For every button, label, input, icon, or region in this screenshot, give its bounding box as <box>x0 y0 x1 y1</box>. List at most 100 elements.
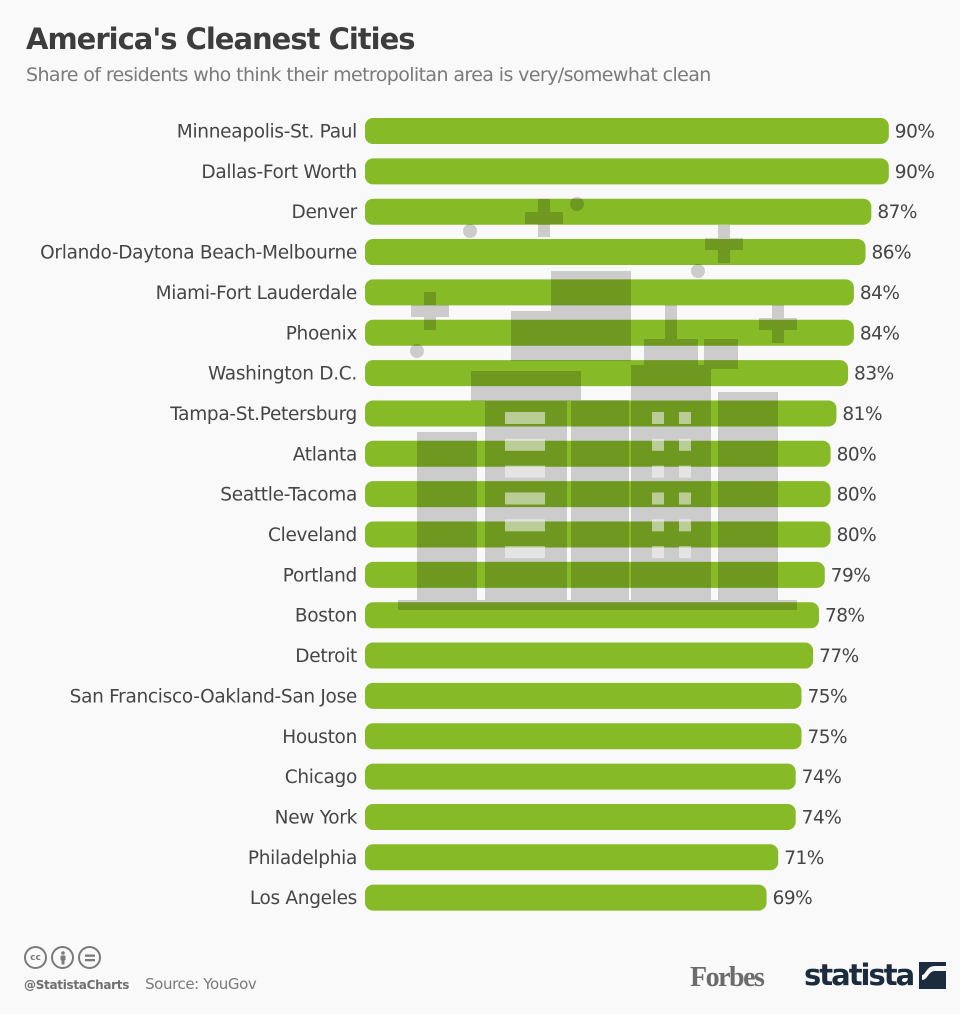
statista-logo-mark-icon <box>919 961 947 989</box>
value-label: 90% <box>895 162 935 183</box>
skyline-window <box>505 465 545 478</box>
category-label: Atlanta <box>293 444 357 465</box>
category-label: Portland <box>283 565 357 586</box>
bar <box>365 723 802 750</box>
category-label: Denver <box>292 202 358 223</box>
category-label: New York <box>275 807 358 828</box>
skyline-shape <box>525 212 563 224</box>
value-label: 75% <box>808 686 848 707</box>
category-label: Orlando-Daytona Beach-Melbourne <box>40 243 357 264</box>
skyline-shape <box>417 432 477 600</box>
bar <box>365 763 796 790</box>
license-icons: cc <box>24 946 256 969</box>
category-label: Detroit <box>295 646 357 667</box>
nd-icon[interactable] <box>78 946 101 969</box>
statista-wordmark: statista <box>804 958 915 992</box>
chart-subtitle: Share of residents who think their metro… <box>26 64 711 86</box>
statista-charts-handle[interactable]: @StatistaCharts <box>24 978 130 992</box>
footer-left: cc @StatistaCharts Source: YouGov <box>24 946 257 993</box>
labels-layer: Minneapolis-St. Paul 90% Dallas-Fort Worth… <box>40 122 935 910</box>
skyline-window <box>505 438 545 451</box>
category-label: Cleveland <box>268 525 357 546</box>
skyline-shape <box>471 371 581 401</box>
category-label: San Francisco-Oakland-San Jose <box>70 686 357 707</box>
value-label: 80% <box>837 444 877 465</box>
value-label: 69% <box>773 888 813 909</box>
equals-icon <box>84 954 95 961</box>
skyline-window <box>679 412 691 424</box>
by-icon[interactable] <box>51 946 74 969</box>
value-label: 75% <box>808 727 848 748</box>
value-label: 77% <box>819 646 859 667</box>
skyline-shape <box>410 344 424 358</box>
bar <box>365 158 889 185</box>
skyline-shape <box>718 392 778 600</box>
category-label: Washington D.C. <box>208 364 357 385</box>
bar <box>365 682 802 709</box>
skyline-window <box>679 465 691 478</box>
category-label: Phoenix <box>286 323 358 344</box>
skyline-window <box>505 546 545 559</box>
category-label: Chicago <box>285 767 357 788</box>
value-label: 90% <box>895 122 935 143</box>
city-skyline-illustration <box>398 197 797 610</box>
value-label: 78% <box>825 606 865 627</box>
category-label: Boston <box>295 606 357 627</box>
skyline-window <box>505 412 545 424</box>
value-label: 83% <box>854 364 894 385</box>
value-label: 80% <box>837 485 877 506</box>
cc-icon[interactable]: cc <box>24 946 47 969</box>
value-label: 80% <box>837 525 877 546</box>
chart-title: America's Cleanest Cities <box>26 22 416 56</box>
skyline-shape <box>665 305 677 345</box>
category-label: Philadelphia <box>248 848 357 869</box>
skyline-shape <box>759 318 797 330</box>
source-note: Source: YouGov <box>145 975 257 993</box>
skyline-shape <box>631 365 711 600</box>
statista-logo[interactable]: statista <box>804 958 947 992</box>
skyline-shape <box>411 305 449 317</box>
bar <box>365 642 814 669</box>
bar <box>365 803 796 830</box>
value-label: 79% <box>831 565 871 586</box>
skyline-shape <box>398 600 797 610</box>
value-label: 84% <box>860 283 900 304</box>
value-label: 86% <box>872 243 912 264</box>
bar <box>365 198 872 225</box>
category-label: Minneapolis-St. Paul <box>177 122 357 143</box>
bar-chart: Minneapolis-St. Paul 90% Dallas-Fort Worth… <box>40 118 935 911</box>
skyline-shape <box>644 339 698 369</box>
skyline-shape <box>571 400 629 600</box>
skyline-window <box>652 492 664 505</box>
value-label: 74% <box>802 767 842 788</box>
value-label: 84% <box>860 323 900 344</box>
skyline-shape <box>705 238 743 250</box>
skyline-window <box>652 465 664 478</box>
skyline-shape <box>463 224 477 238</box>
bar <box>365 884 767 911</box>
value-label: 71% <box>784 848 824 869</box>
category-label: Seattle-Tacoma <box>220 485 357 506</box>
person-icon <box>60 950 65 964</box>
skyline-window <box>505 492 545 505</box>
skyline-window <box>679 492 691 505</box>
category-label: Tampa-St.Petersburg <box>169 404 357 425</box>
bar <box>365 360 849 387</box>
forbes-logo[interactable]: Forbes <box>690 962 765 993</box>
skyline-window <box>652 412 664 424</box>
skyline-window <box>652 519 664 532</box>
skyline-shape <box>511 311 631 361</box>
bar <box>365 844 779 871</box>
category-label: Los Angeles <box>250 888 357 909</box>
skyline-window <box>652 438 664 451</box>
value-label: 87% <box>877 202 917 223</box>
cc-icon-text: cc <box>30 952 41 963</box>
skyline-shape <box>570 197 584 211</box>
value-label: 81% <box>842 404 882 425</box>
skyline-shape <box>704 339 738 369</box>
skyline-window <box>679 546 691 559</box>
skyline-window <box>505 519 545 532</box>
category-label: Dallas-Fort Worth <box>201 162 357 183</box>
skyline-window <box>679 438 691 451</box>
skyline-shape <box>691 264 705 278</box>
